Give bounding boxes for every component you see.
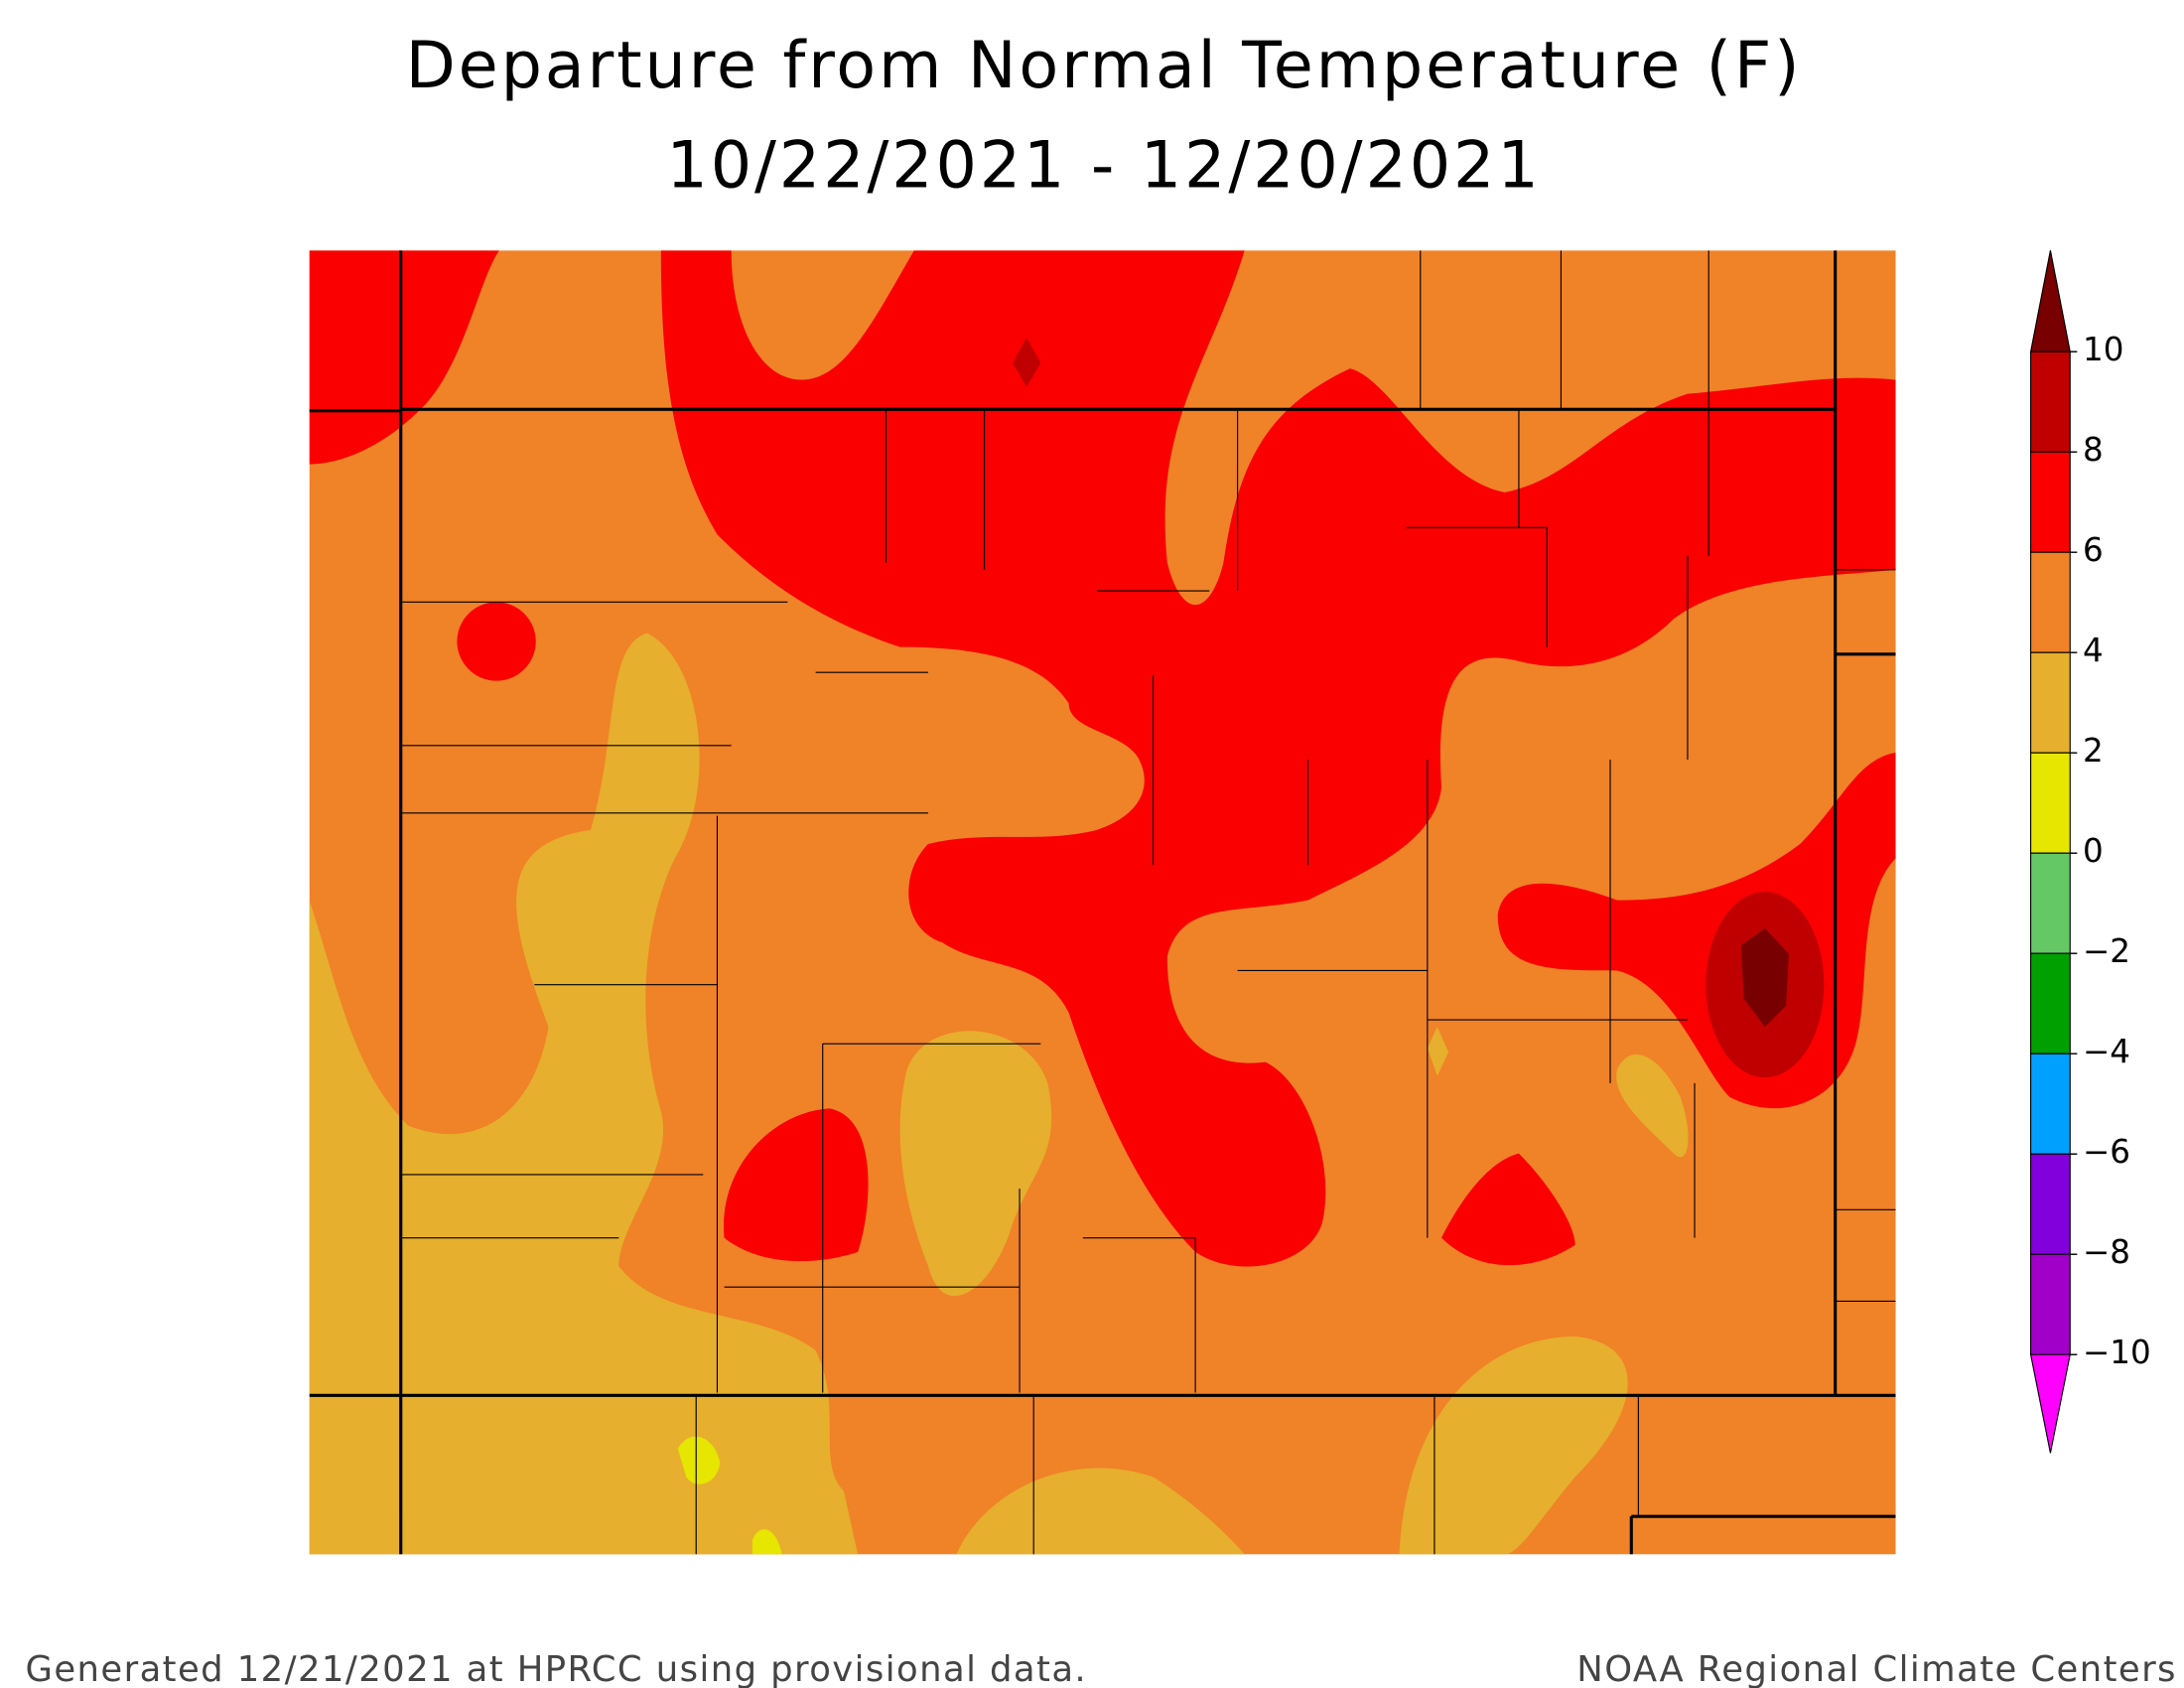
footer-right: NOAA Regional Climate Centers	[1576, 1649, 2177, 1688]
colorbar-tick-label: 4	[2083, 632, 2104, 669]
colorbar-swatch	[2030, 1253, 2071, 1355]
colorbar-end-high	[2029, 250, 2071, 352]
colorbar-tick-label: −8	[2083, 1233, 2130, 1271]
colorbar-swatch	[2030, 952, 2071, 1055]
colorbar-end-low	[2029, 1353, 2071, 1454]
colorbar-tick-label: −2	[2083, 932, 2130, 970]
colorbar-tick-label: −10	[2083, 1334, 2151, 1371]
colorbar-swatch	[2030, 351, 2071, 453]
colorbar-swatch	[2030, 852, 2071, 954]
colorbar-tick-label: −4	[2083, 1033, 2130, 1070]
footer-left: Generated 12/21/2021 at HPRCC using prov…	[25, 1649, 1087, 1688]
map	[309, 250, 1896, 1555]
colorbar-tick-label: −6	[2083, 1133, 2130, 1171]
title: Departure from Normal Temperature (F)	[406, 29, 1803, 103]
colorbar-tick-label: 6	[2083, 531, 2104, 569]
colorbar-swatch	[2030, 752, 2071, 854]
colorbar-tick-label: 10	[2083, 331, 2123, 368]
colorbar: 10 8 6 4 2 0 −2 −4 −6 −8 −10	[2029, 250, 2151, 1454]
colorbar-swatch	[2030, 1053, 2071, 1155]
colorbar-swatch	[2030, 451, 2071, 553]
colorbar-swatch	[2030, 551, 2071, 653]
colorbar-tick-label: 8	[2083, 431, 2104, 469]
colorbar-swatch	[2030, 651, 2071, 754]
colorbar-tick-label: 2	[2083, 732, 2104, 770]
subtitle: 10/22/2021 - 12/20/2021	[666, 128, 1541, 203]
colorbar-tick-label: 0	[2083, 832, 2104, 870]
colorbar-swatch	[2030, 1153, 2071, 1255]
